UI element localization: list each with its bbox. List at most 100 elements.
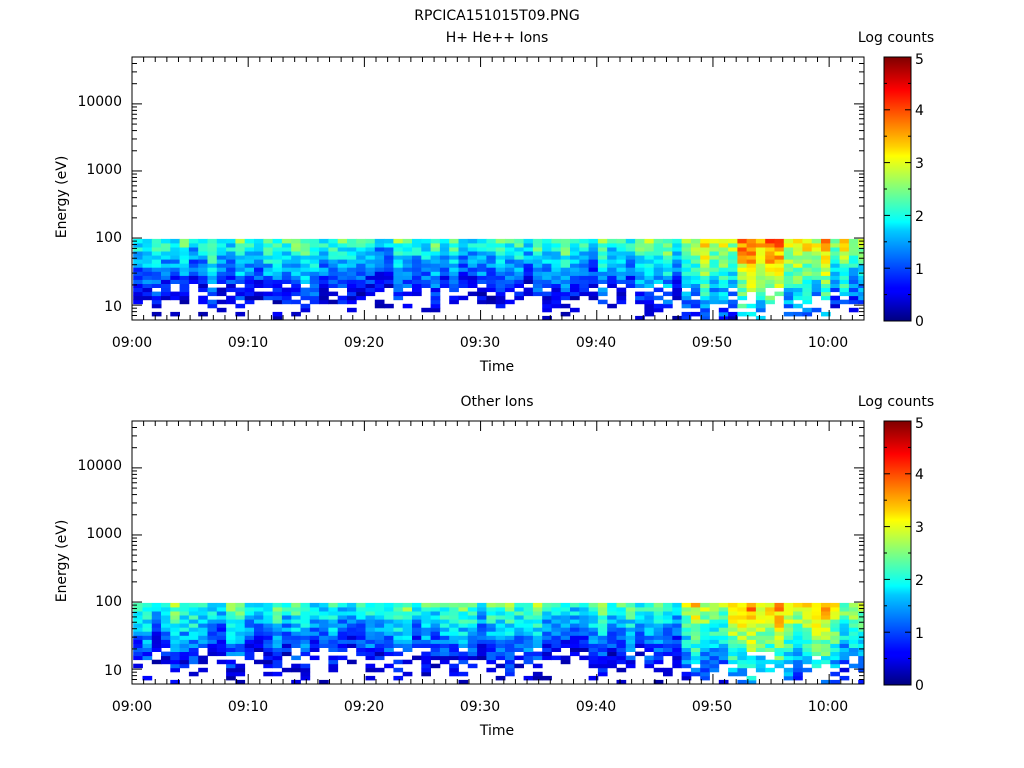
spectrogram-cell [746, 619, 757, 624]
spectrogram-cell [467, 611, 478, 616]
spectrogram-cell [653, 263, 664, 268]
spectrogram-cell [597, 243, 608, 248]
spectrogram-cell [579, 267, 589, 272]
spectrogram-cell [570, 631, 580, 636]
spectrogram-cell [663, 243, 673, 248]
spectrogram-cell [495, 275, 506, 280]
spectrogram-cell [291, 602, 301, 608]
spectrogram-cell [830, 238, 840, 244]
spectrogram-cell [755, 259, 766, 264]
spectrogram-cell [319, 279, 329, 284]
spectrogram-cell [179, 291, 190, 297]
spectrogram-cell [188, 639, 199, 644]
spectrogram-cell [635, 615, 645, 620]
spectrogram-cell [700, 243, 710, 248]
spectrogram-cell [514, 655, 524, 661]
spectrogram-cell [272, 631, 283, 636]
spectrogram-cell [179, 659, 190, 665]
spectrogram-cell [477, 602, 487, 608]
spectrogram-cell [356, 623, 366, 628]
spectrogram-cell [681, 627, 692, 632]
spectrogram-cell [365, 267, 376, 272]
spectrogram-cell [811, 255, 822, 260]
spectrogram-cell [830, 655, 840, 661]
spectrogram-cell [839, 255, 850, 260]
spectrogram-cell [644, 263, 655, 268]
spectrogram-cell [774, 259, 785, 264]
spectrogram-cell [542, 247, 552, 252]
spectrogram-cell [337, 627, 348, 632]
spectrogram-cell [356, 267, 366, 272]
spectrogram-cell [690, 271, 701, 276]
spectrogram-cell [337, 655, 348, 661]
spectrogram-cell [542, 299, 552, 305]
spectrogram-cell [718, 651, 729, 657]
spectrogram-cell [309, 247, 320, 252]
spectrogram-cell [523, 627, 534, 632]
spectrogram-cell [133, 611, 143, 616]
spectrogram-cell [300, 619, 311, 624]
spectrogram-cell [551, 627, 562, 632]
spectrogram-cell [523, 251, 534, 256]
spectrogram-cell [384, 639, 394, 644]
spectrogram-cell [198, 271, 208, 276]
spectrogram-cell [616, 259, 627, 264]
spectrogram-cell [597, 623, 608, 628]
spectrogram-cell [690, 611, 701, 616]
spectrogram-cell [616, 263, 627, 268]
spectrogram-cell [728, 299, 738, 305]
spectrogram-cell [151, 659, 162, 665]
spectrogram-cell [337, 631, 348, 636]
spectrogram-cell [356, 295, 366, 301]
spectrogram-cell [811, 623, 822, 628]
spectrogram-cell [542, 303, 552, 309]
spectrogram-cell [607, 251, 617, 256]
spectrogram-cell [737, 643, 748, 648]
spectrogram-cell [216, 631, 227, 636]
spectrogram-cell [681, 602, 692, 608]
spectrogram-cell [170, 243, 180, 248]
spectrogram-cell [560, 639, 571, 644]
spectrogram-cell [597, 671, 608, 677]
spectrogram-cell [551, 647, 562, 652]
spectrogram-cell [858, 659, 865, 665]
spectrogram-cell [393, 291, 404, 297]
spectrogram-cell [161, 283, 171, 288]
spectrogram-cell [774, 275, 785, 280]
spectrogram-cell [281, 651, 292, 657]
spectrogram-cell [793, 259, 803, 264]
spectrogram-cell [412, 655, 422, 661]
spectrogram-cell [588, 675, 599, 681]
spectrogram-cell [161, 287, 171, 293]
y-axis-ticks [132, 56, 864, 321]
spectrogram-cell [625, 663, 636, 669]
spectrogram-cell [588, 283, 599, 288]
spectrogram-cell [616, 251, 627, 256]
spectrogram-cell [412, 275, 422, 280]
spectrogram-cell [272, 238, 283, 244]
spectrogram-cell [523, 611, 534, 616]
spectrogram-cell [226, 238, 236, 244]
spectrogram-cell [681, 255, 692, 260]
spectrogram-cell [235, 271, 246, 276]
spectrogram-cell [356, 651, 366, 657]
spectrogram-cell [839, 667, 850, 673]
colorbar [883, 56, 912, 322]
spectrogram-cell [644, 267, 655, 272]
spectrogram-cell [830, 623, 840, 628]
spectrogram-cell [607, 615, 617, 620]
spectrogram-cell [821, 283, 831, 288]
spectrogram-cell [570, 615, 580, 620]
spectrogram-cell [198, 279, 208, 284]
spectrogram-cell [495, 619, 506, 624]
spectrogram-cell [235, 263, 246, 268]
spectrogram-cell [635, 639, 645, 644]
spectrogram-cell [663, 607, 673, 612]
spectrogram-cell [207, 607, 218, 612]
spectrogram-cell [774, 663, 785, 669]
x-tick-label: 09:40 [576, 699, 616, 715]
spectrogram-cell [402, 263, 413, 268]
spectrogram-cell [728, 247, 738, 252]
spectrogram-cell [421, 283, 431, 288]
spectrogram-cell [458, 651, 469, 657]
